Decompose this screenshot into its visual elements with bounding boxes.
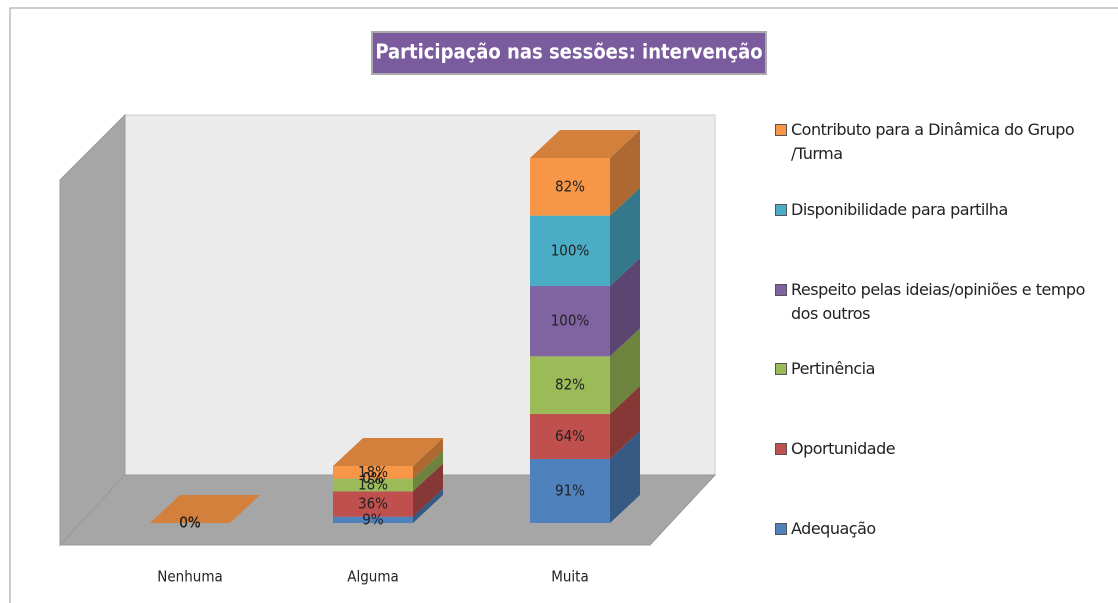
bar-segment-side [610, 328, 640, 414]
value-label: 0% [179, 514, 201, 532]
legend-swatch [775, 204, 787, 216]
bar-top [150, 495, 260, 523]
bar-segment [530, 356, 610, 414]
legend-label: Respeito pelas ideias/opiniões e tempo d… [791, 280, 1085, 323]
bar-top [333, 438, 443, 467]
bar-segment-side [610, 431, 640, 523]
bar-segment-side [610, 187, 640, 286]
legend-item: Contributo para a Dinâmica do Grupo /Tur… [775, 118, 1115, 166]
bar-segment [530, 413, 610, 460]
bar-segment-side [413, 463, 443, 517]
bar-segment [530, 459, 610, 523]
legend-swatch [775, 443, 787, 455]
legend-item: Respeito pelas ideias/opiniões e tempo d… [775, 278, 1115, 326]
bar-segment [333, 516, 413, 523]
legend-label: Pertinência [791, 359, 875, 378]
value-label: 0% [179, 514, 201, 532]
bar-segment-side [610, 130, 640, 216]
bar-segment-side [610, 257, 640, 357]
bar-top [530, 130, 640, 158]
value-label: 0% [179, 514, 201, 532]
x-tick-label: Muita [551, 568, 589, 586]
chart-border [9, 7, 1118, 603]
value-label: 0% [179, 514, 201, 532]
bar-segment-side [413, 438, 443, 479]
bar-segment [530, 285, 610, 357]
value-label: 36% [358, 495, 388, 513]
legend-swatch [775, 124, 787, 136]
bar-segment [530, 215, 610, 286]
title-box [371, 31, 767, 75]
legend-item: Pertinência [775, 357, 1115, 381]
value-label: 91% [555, 482, 585, 500]
value-label: 18% [358, 463, 388, 481]
value-label: 0% [362, 469, 384, 487]
bar-segment [333, 478, 413, 492]
bar-segment-side [413, 450, 443, 492]
value-label: 82% [555, 177, 585, 195]
bar-segment-side [413, 488, 443, 523]
legend-item: Disponibilidade para partilha [775, 198, 1115, 222]
legend-swatch [775, 523, 787, 535]
bar-segment [530, 158, 610, 216]
value-label: 0% [179, 514, 201, 532]
value-label: 9% [362, 510, 384, 528]
value-label: 82% [555, 376, 585, 394]
x-tick-label: Nenhuma [157, 568, 222, 586]
x-tick-label: Alguma [347, 568, 399, 586]
legend-item: Adequação [775, 517, 1115, 541]
value-label: 100% [551, 312, 590, 330]
side-wall [59, 113, 126, 547]
legend-label: Disponibilidade para partilha [791, 200, 1008, 219]
value-label: 18% [358, 476, 388, 494]
bar-segment-side [610, 385, 640, 460]
value-label: 100% [551, 241, 590, 259]
value-label: 64% [555, 427, 585, 445]
legend-label: Oportunidade [791, 439, 896, 458]
value-label: 0% [179, 514, 201, 532]
legend-swatch [775, 363, 787, 375]
bar-segment [333, 466, 413, 479]
legend-swatch [775, 284, 787, 296]
value-label: 0% [362, 469, 384, 487]
chart-title: Participação nas sessões: intervenção [375, 40, 762, 64]
legend-label: Contributo para a Dinâmica do Grupo /Tur… [791, 120, 1075, 163]
legend-item: Oportunidade [775, 437, 1115, 461]
bar-segment [333, 491, 413, 517]
legend-label: Adequação [791, 519, 876, 538]
